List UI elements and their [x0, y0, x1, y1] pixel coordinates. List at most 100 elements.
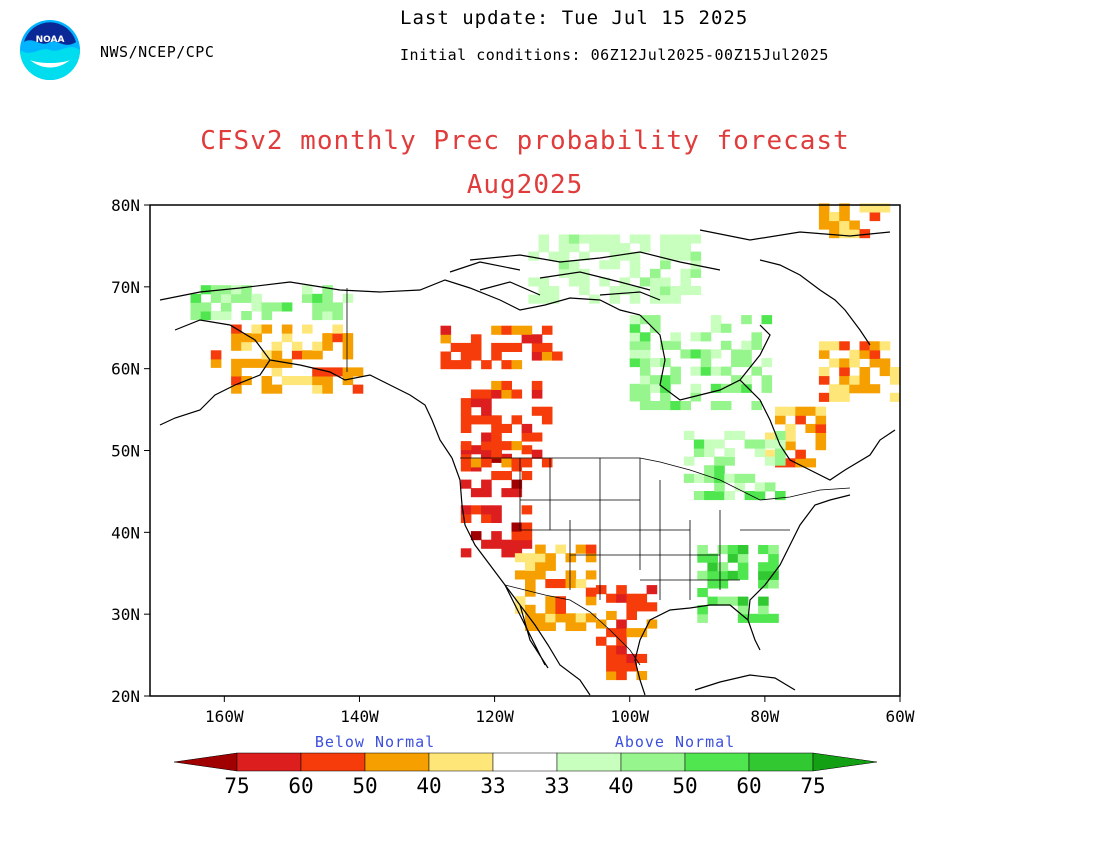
prob-cell	[639, 277, 651, 287]
prob-cell	[606, 662, 617, 672]
prob-cell	[521, 539, 533, 549]
prob-cell	[525, 561, 536, 571]
prob-cell	[606, 645, 617, 655]
prob-cell	[528, 277, 539, 287]
prob-cell	[737, 553, 749, 563]
prob-cell	[829, 392, 840, 402]
prob-cell	[481, 360, 492, 370]
prob-cell	[761, 358, 773, 368]
prob-cell	[302, 350, 313, 360]
prob-cell	[683, 473, 695, 483]
prob-cell	[717, 570, 729, 580]
prob-cell	[491, 415, 502, 425]
prob-cell	[609, 243, 621, 253]
prob-cell	[352, 384, 364, 394]
colorbar-segment	[748, 752, 814, 772]
prob-cell	[511, 441, 523, 451]
prob-cell	[535, 561, 546, 571]
prob-cell	[525, 587, 536, 597]
prob-cell	[741, 358, 752, 368]
prob-cell	[261, 376, 273, 386]
prob-cell	[585, 544, 597, 554]
prob-cell	[291, 350, 303, 360]
prob-cell	[737, 596, 749, 606]
prob-cell	[869, 358, 881, 368]
prob-cell	[460, 406, 472, 416]
prob-cell	[511, 548, 523, 558]
prob-cell	[724, 430, 735, 440]
prob-cell	[707, 553, 718, 563]
prob-cell	[579, 234, 590, 244]
prob-cell	[829, 358, 840, 368]
prob-cell	[470, 531, 482, 541]
prob-cell	[312, 311, 323, 321]
prob-cell	[727, 545, 739, 555]
prob-cell	[775, 430, 786, 440]
prob-cell	[555, 596, 566, 606]
prob-cell	[859, 229, 871, 239]
prob-cell	[680, 268, 691, 278]
prob-cell	[271, 367, 283, 377]
prob-cell	[525, 579, 536, 589]
prob-cell	[528, 294, 539, 304]
prob-cell	[697, 553, 708, 563]
prob-cell	[629, 349, 641, 359]
region-1	[460, 380, 553, 468]
prob-cell	[731, 358, 742, 368]
prob-cell	[491, 432, 502, 442]
prob-cell	[818, 203, 830, 213]
lon-tick-label: 100W	[610, 707, 649, 726]
prob-cell	[460, 505, 472, 515]
prob-cell	[241, 285, 252, 295]
prob-cell	[312, 376, 323, 386]
prob-cell	[764, 432, 776, 442]
prob-cell	[889, 367, 901, 377]
prob-cell	[839, 341, 850, 351]
colorbar-segment	[684, 752, 750, 772]
prob-cell	[629, 323, 641, 333]
prob-cell	[829, 220, 840, 230]
prob-cell	[545, 621, 556, 631]
prob-cell	[460, 548, 472, 558]
noaa-logo: NOAA	[20, 20, 80, 80]
prob-cell	[758, 579, 769, 589]
prob-cell	[704, 473, 715, 483]
prob-cell	[619, 251, 631, 261]
prob-cell	[241, 333, 252, 343]
prob-cell	[815, 423, 827, 433]
prob-cell	[558, 243, 570, 253]
prob-cell	[626, 653, 637, 663]
prob-cell	[501, 360, 512, 370]
colorbar-arrow-left	[173, 752, 238, 772]
prob-cell	[650, 383, 661, 393]
prob-cell	[690, 392, 702, 402]
prob-cell	[683, 430, 695, 440]
prob-cell	[491, 513, 502, 523]
prob-cell	[616, 645, 627, 655]
prob-cell	[599, 260, 610, 270]
prob-cell	[241, 341, 252, 351]
prob-cell	[869, 341, 881, 351]
prob-cell	[511, 325, 523, 335]
prob-cell	[531, 406, 543, 416]
prob-cell	[531, 380, 543, 390]
prob-cell	[639, 340, 651, 350]
prob-cell	[261, 302, 273, 312]
prob-cell	[545, 553, 556, 563]
prob-cell	[751, 401, 762, 411]
prob-cell	[758, 596, 769, 606]
prob-cell	[815, 406, 827, 416]
prob-cell	[751, 332, 762, 342]
prob-cell	[599, 277, 610, 287]
prob-cell	[271, 384, 283, 394]
prob-cell	[724, 456, 735, 466]
prob-cell	[697, 613, 708, 623]
prob-cell	[521, 423, 533, 433]
prob-cell	[579, 251, 590, 261]
prob-cell	[859, 384, 871, 394]
prob-cell	[818, 341, 830, 351]
prob-cell	[545, 596, 556, 606]
prob-cell	[646, 585, 658, 595]
prob-cell	[650, 315, 661, 325]
